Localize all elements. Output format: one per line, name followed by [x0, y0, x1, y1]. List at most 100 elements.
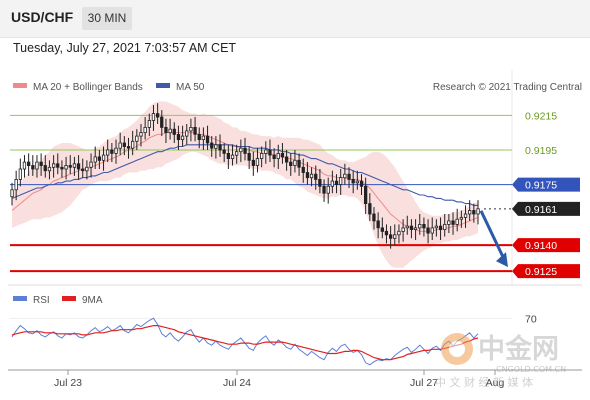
- candle-body-up: [326, 185, 330, 194]
- candle-body-up: [463, 213, 468, 218]
- candle-body-down: [451, 220, 455, 225]
- candle: [60, 160, 64, 178]
- timeframe-button[interactable]: 30 MIN: [82, 7, 132, 30]
- candle-body-up: [151, 113, 156, 121]
- candle-body-up: [397, 230, 401, 236]
- candle-body-up: [118, 142, 122, 149]
- candle-body-up: [189, 127, 193, 132]
- candle-body-up: [293, 159, 297, 166]
- candle: [447, 214, 451, 234]
- candle: [168, 118, 172, 140]
- candle: [430, 217, 434, 240]
- candle-body-down: [334, 180, 339, 186]
- candle-body-up: [35, 161, 39, 170]
- watermark-logo: 中金网 CNGOLD.COM.CN 中 文 财 经 新 媒 体: [435, 333, 566, 389]
- level-tag-label-0.9161: 0.9161: [525, 204, 557, 216]
- candle-body-up: [401, 227, 405, 232]
- candle-body-down: [426, 227, 430, 234]
- candle: [459, 210, 464, 228]
- candle: [118, 132, 122, 156]
- candle: [43, 155, 47, 178]
- level-label-0.9215: 0.9215: [525, 110, 557, 122]
- candle: [380, 217, 385, 239]
- candle-body-down: [422, 223, 426, 229]
- ma9-legend-label: 9MA: [82, 295, 103, 306]
- candle: [226, 144, 231, 169]
- candle-body-up: [447, 220, 451, 225]
- rsi-tick-label: 70: [525, 313, 537, 325]
- candle-body-up: [168, 128, 172, 134]
- candle: [297, 153, 301, 176]
- candle-body-up: [214, 144, 218, 149]
- candle: [363, 177, 368, 215]
- candle: [334, 174, 339, 194]
- candle-body-up: [338, 177, 343, 185]
- candle: [284, 149, 289, 171]
- candle: [81, 158, 85, 178]
- candle: [426, 219, 430, 244]
- candle: [272, 148, 276, 168]
- candle-body-up: [143, 127, 147, 134]
- candle: [397, 224, 401, 244]
- candle-body-up: [405, 225, 409, 229]
- ma20-legend-swatch: [13, 83, 27, 88]
- candle-body-up: [10, 189, 14, 198]
- candle: [368, 193, 372, 221]
- candle-body-up: [413, 227, 418, 230]
- candle-body-up: [18, 168, 23, 180]
- candle-body-up: [467, 210, 472, 215]
- candle: [139, 123, 143, 147]
- candle: [343, 163, 347, 185]
- candle: [376, 212, 380, 239]
- candle: [10, 182, 14, 206]
- candle-body-down: [268, 149, 272, 156]
- candle-body-down: [322, 185, 326, 194]
- candle: [97, 149, 101, 169]
- candle-body-down: [372, 213, 376, 222]
- candle-body-up: [276, 152, 280, 159]
- candle-body-up: [234, 151, 239, 156]
- ma50-legend-swatch: [156, 83, 170, 88]
- candle-body-up: [185, 130, 189, 137]
- candle-body-down: [60, 166, 64, 170]
- candle-body-down: [176, 133, 181, 140]
- candle-body-up: [135, 135, 139, 142]
- candle-body-up: [114, 147, 118, 154]
- candle-body-up: [147, 120, 152, 128]
- candle-body-down: [280, 152, 285, 158]
- candle: [122, 136, 126, 156]
- candle-body-down: [31, 165, 35, 170]
- candle-body-up: [139, 132, 143, 137]
- forecast-arrow-shaft: [479, 210, 507, 262]
- candle-body-up: [309, 173, 314, 179]
- candle-body-down: [97, 156, 101, 161]
- candle: [18, 158, 23, 187]
- candle: [222, 143, 226, 163]
- candle-body-up: [230, 154, 235, 160]
- candle-body-up: [47, 166, 52, 172]
- candle: [26, 153, 31, 176]
- candle-body-up: [355, 180, 360, 184]
- candle-body-down: [247, 152, 251, 161]
- x-axis: Jul 23 Jul 24 Jul 27 Aug: [54, 370, 504, 389]
- candle: [384, 224, 389, 244]
- rsi-legend-swatch: [13, 296, 27, 301]
- candle: [239, 139, 243, 163]
- candle: [438, 217, 443, 240]
- candle: [193, 117, 197, 142]
- rsi-series-line: [11, 317, 479, 366]
- candle: [176, 125, 181, 150]
- candle-body-down: [284, 156, 289, 163]
- candle-body-up: [255, 158, 260, 166]
- candle: [434, 219, 439, 237]
- candle: [135, 129, 139, 150]
- candle-body-up: [52, 163, 56, 168]
- candle: [251, 151, 256, 176]
- candle: [351, 170, 355, 194]
- candle: [422, 217, 426, 237]
- ma9-legend-swatch: [62, 296, 76, 301]
- x-tick-label: Jul 27: [410, 377, 438, 389]
- candle: [413, 219, 418, 240]
- candle: [130, 130, 135, 156]
- candle-body-down: [351, 178, 355, 184]
